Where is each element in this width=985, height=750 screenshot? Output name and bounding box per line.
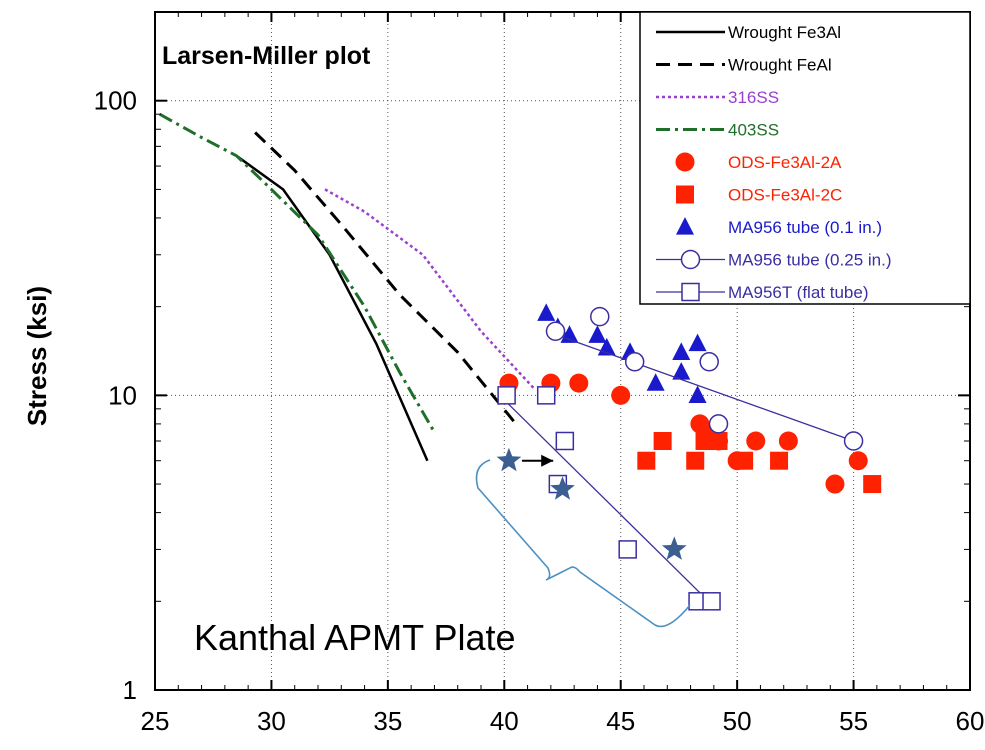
data-point-ods-fe3al-2c — [686, 451, 705, 470]
data-point-ods-fe3al-2a — [746, 431, 766, 451]
series-wrought-feal — [254, 131, 518, 425]
legend-swatch-ods-fe3al-2c — [676, 185, 694, 204]
data-point-ods-fe3al-2c — [637, 451, 656, 470]
legend-swatch-ma956-tube-0-1-in — [676, 217, 694, 235]
data-point-ma956t-flat-tube — [536, 386, 556, 405]
series-line-403ss — [158, 112, 436, 433]
legend-swatch-ma956t-flat-tube — [681, 282, 700, 302]
data-point-ma956-tube-0-1-in — [672, 342, 691, 360]
legend-item-ma956-tube-0-25-in: MA956 tube (0.25 in.) — [656, 249, 891, 270]
legend-item-403ss: 403SS — [656, 121, 779, 140]
legend-swatch-ma956-tube-0-25-in — [680, 249, 701, 270]
y-tick-label: 10 — [108, 380, 137, 410]
data-point-ods-fe3al-2a — [825, 474, 845, 494]
legend-swatch-ods-fe3al-2a — [675, 152, 695, 172]
y-tick-label: 1 — [123, 675, 137, 705]
data-point-ods-fe3al-2a — [569, 373, 589, 393]
data-point-kanthal-apmt-plate — [550, 476, 575, 500]
x-tick-label: 55 — [839, 706, 868, 736]
axis-ticks: 25 30 35 40 45 50 55 60 1 10 100 — [94, 11, 985, 736]
series-316ss — [324, 188, 536, 390]
data-point-ma956-tube-0-25-in — [624, 352, 645, 372]
data-point-ods-fe3al-2c — [653, 431, 672, 450]
chart-title: Larsen-Miller plot — [162, 42, 371, 70]
series-line-wrought-fe3al — [235, 154, 429, 462]
x-tick-label: 60 — [956, 706, 985, 736]
data-point-ods-fe3al-2c — [695, 431, 714, 450]
data-point-ma956-tube-0-1-in — [537, 303, 556, 321]
series-403ss — [158, 112, 436, 433]
series-line-wrought-feal — [254, 131, 518, 425]
x-tick-label: 35 — [373, 706, 402, 736]
legend-item-wrought-fe3al: Wrought Fe3Al — [656, 23, 841, 42]
legend-item-ods-fe3al-2c: ODS-Fe3Al-2C — [676, 185, 842, 205]
series-line-316ss — [324, 188, 536, 390]
series-ma956t-flat-tube — [497, 386, 721, 611]
data-point-ods-fe3al-2a — [778, 431, 798, 451]
x-tick-label: 45 — [606, 706, 635, 736]
legend-item-ma956t-flat-tube: MA956T (flat tube) — [656, 282, 868, 302]
data-point-ods-fe3al-2c — [735, 451, 754, 470]
data-point-kanthal-apmt-plate — [496, 447, 522, 472]
data-point-ma956-tube-0-1-in — [646, 373, 665, 391]
legend-label-ods-fe3al-2a: ODS-Fe3Al-2A — [728, 153, 842, 172]
data-point-ma956-tube-0-1-in — [588, 325, 607, 343]
legend-item-wrought-feal: Wrought FeAl — [656, 56, 832, 75]
series-kanthal-apmt-plate — [496, 447, 687, 560]
data-point-ma956-tube-0-1-in — [672, 362, 691, 380]
legend: Wrought Fe3Al Wrought FeAl 316SS 403SS ODS-F… — [639, 11, 971, 305]
data-point-ma956-tube-0-25-in — [708, 414, 729, 434]
x-tick-label: 40 — [490, 706, 519, 736]
x-tick-label: 50 — [723, 706, 752, 736]
legend-label-ma956-tube-0-1-in: MA956 tube (0.1 in.) — [728, 218, 882, 237]
data-point-ma956t-flat-tube — [702, 592, 721, 611]
legend-label-wrought-fe3al: Wrought Fe3Al — [728, 23, 841, 42]
series-ods-fe3al-2c — [637, 431, 882, 494]
fit-line-ma956t-flat-tube — [499, 394, 703, 596]
data-point-ma956-tube-0-25-in — [545, 321, 566, 342]
series-layer — [158, 112, 882, 611]
legend-item-316ss: 316SS — [656, 88, 779, 107]
data-point-ma956t-flat-tube — [497, 386, 516, 405]
series-ma956-tube-0-25-in — [545, 306, 864, 451]
data-point-ma956-tube-0-1-in — [688, 385, 707, 403]
legend-label-403ss: 403SS — [728, 121, 779, 140]
data-point-ods-fe3al-2c — [863, 475, 882, 494]
kanthal-apmt-label: Kanthal APMT Plate — [194, 617, 516, 658]
kanthal-brace — [475, 459, 691, 628]
data-point-ods-fe3al-2c — [770, 451, 789, 470]
x-tick-label: 30 — [257, 706, 286, 736]
y-tick-label: 100 — [94, 86, 137, 116]
data-point-ods-fe3al-2c — [709, 431, 728, 450]
legend-item-ma956-tube-0-1-in: MA956 tube (0.1 in.) — [676, 217, 882, 237]
data-point-ma956-tube-0-25-in — [699, 352, 719, 372]
legend-label-ma956t-flat-tube: MA956T (flat tube) — [728, 283, 868, 302]
data-point-ods-fe3al-2a — [848, 451, 868, 471]
fit-line-ma956-tube-0-25-in — [545, 330, 854, 442]
legend-label-ma956-tube-0-25-in: MA956 tube (0.25 in.) — [728, 251, 891, 270]
legend-item-ods-fe3al-2a: ODS-Fe3Al-2A — [675, 152, 842, 172]
data-point-kanthal-apmt-plate — [661, 536, 687, 560]
annotation-layer: Kanthal APMT Plate — [194, 454, 691, 658]
y-axis-label: Stress (ksi) — [22, 286, 52, 426]
legend-label-wrought-feal: Wrought FeAl — [728, 56, 832, 75]
series-wrought-fe3al — [235, 154, 429, 462]
data-point-ma956-tube-0-1-in — [688, 333, 707, 352]
data-point-ma956-tube-0-25-in — [590, 306, 610, 327]
legend-label-ods-fe3al-2c: ODS-Fe3Al-2C — [728, 186, 842, 205]
data-point-ma956-tube-0-25-in — [843, 431, 864, 451]
data-point-ma956t-flat-tube — [555, 431, 575, 451]
data-point-ods-fe3al-2a — [611, 385, 631, 405]
plot-frame — [154, 11, 971, 691]
data-point-ma956t-flat-tube — [618, 540, 637, 559]
legend-label-316ss: 316SS — [728, 88, 779, 107]
x-tick-label: 25 — [141, 706, 170, 736]
